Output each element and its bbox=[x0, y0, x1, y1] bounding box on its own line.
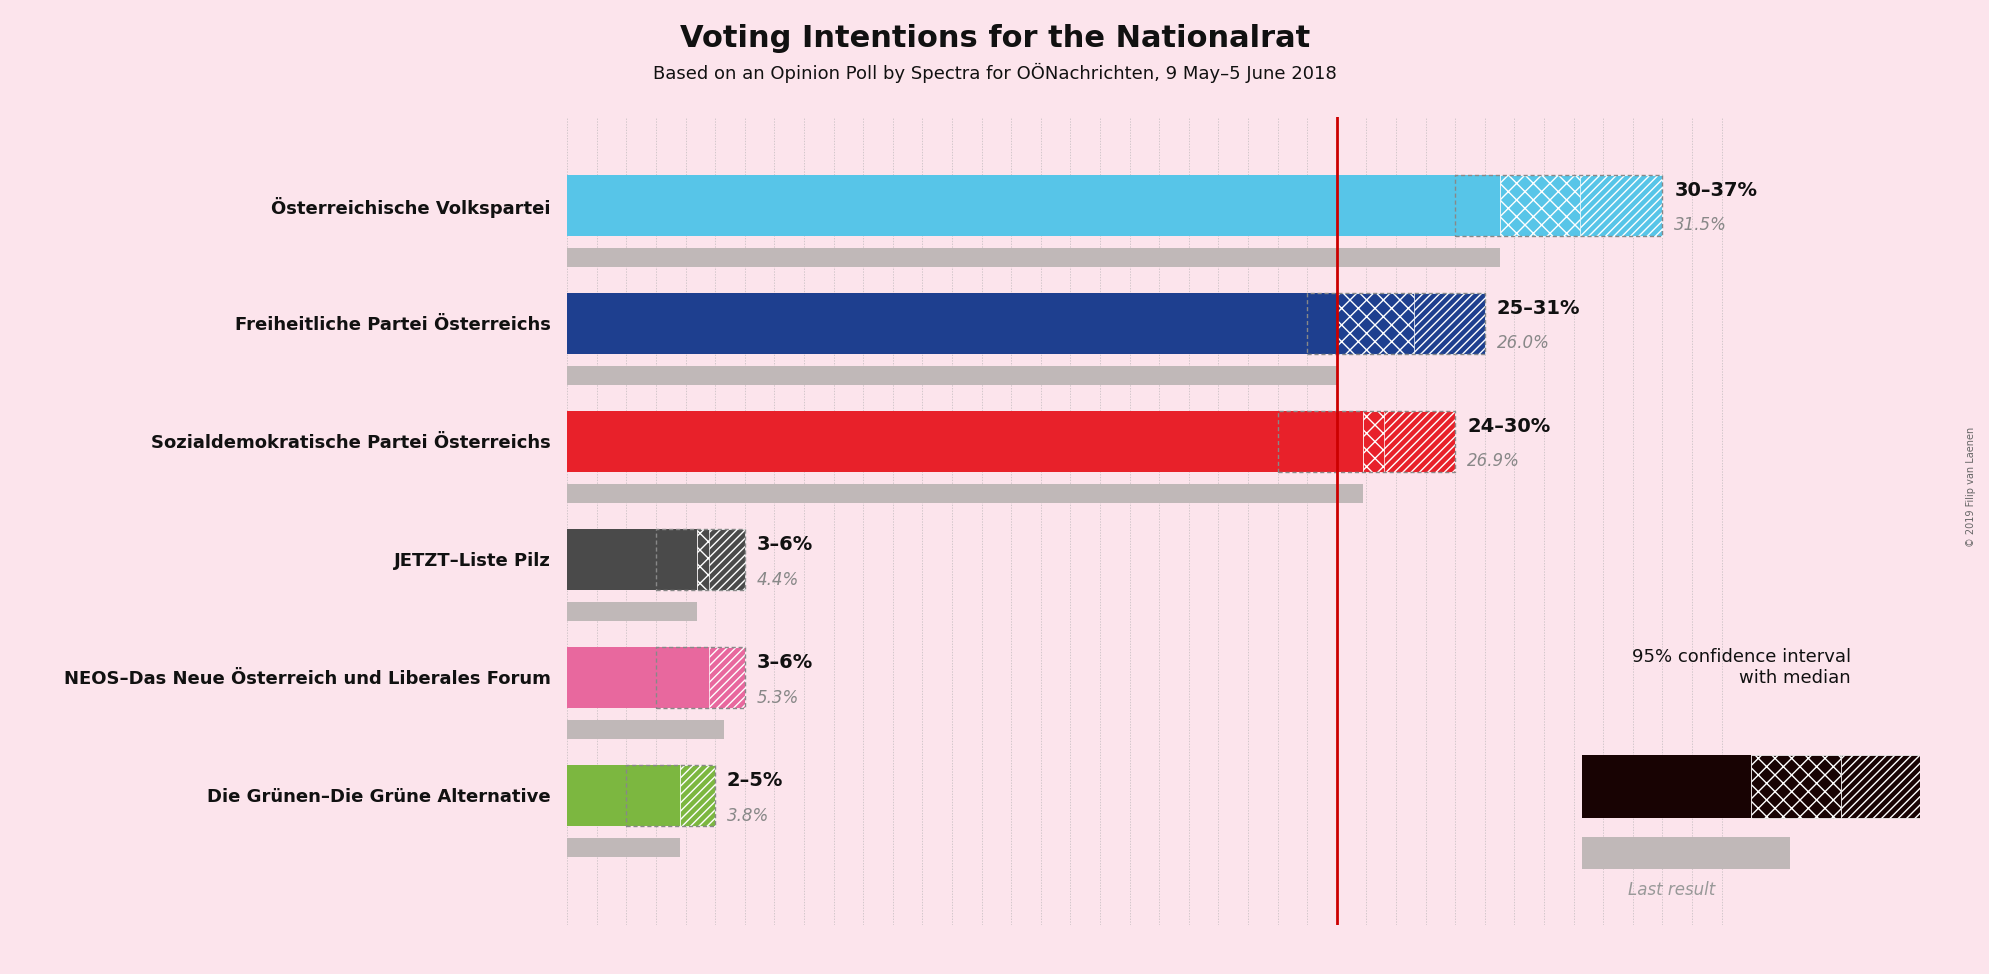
Bar bbox=[567, 247, 1500, 267]
Bar bbox=[656, 647, 724, 708]
Text: 3–6%: 3–6% bbox=[756, 535, 812, 553]
Bar bbox=[567, 293, 1307, 355]
Bar bbox=[1412, 293, 1484, 355]
Bar bbox=[567, 529, 656, 590]
Text: 25–31%: 25–31% bbox=[1496, 299, 1579, 318]
Text: 5.3%: 5.3% bbox=[756, 689, 798, 706]
Text: © 2019 Filip van Laenen: © 2019 Filip van Laenen bbox=[1965, 427, 1975, 547]
Bar bbox=[656, 529, 744, 590]
Bar bbox=[567, 602, 696, 620]
Bar bbox=[708, 647, 744, 708]
Text: 3–6%: 3–6% bbox=[756, 653, 812, 672]
Text: 95% confidence interval
with median: 95% confidence interval with median bbox=[1631, 648, 1850, 687]
Text: Voting Intentions for the Nationalrat: Voting Intentions for the Nationalrat bbox=[680, 24, 1309, 54]
Bar bbox=[708, 529, 744, 590]
Text: 26.0%: 26.0% bbox=[1496, 334, 1549, 353]
Text: Last result: Last result bbox=[1627, 881, 1715, 899]
Bar bbox=[1277, 411, 1362, 472]
Bar bbox=[1500, 174, 1661, 236]
Text: 2–5%: 2–5% bbox=[726, 770, 784, 790]
Bar bbox=[567, 765, 627, 826]
Bar bbox=[567, 838, 680, 857]
Text: 30–37%: 30–37% bbox=[1673, 180, 1756, 200]
Bar bbox=[1362, 411, 1454, 472]
Bar bbox=[567, 411, 1277, 472]
Bar bbox=[567, 366, 1337, 385]
Bar bbox=[1454, 174, 1500, 236]
Bar bbox=[656, 647, 744, 708]
Text: Based on an Opinion Poll by Spectra for OÖNachrichten, 9 May–5 June 2018: Based on an Opinion Poll by Spectra for … bbox=[652, 63, 1337, 84]
Bar bbox=[567, 484, 1362, 503]
Text: 3.8%: 3.8% bbox=[726, 806, 770, 825]
Text: 4.4%: 4.4% bbox=[756, 571, 798, 588]
Bar bbox=[656, 529, 696, 590]
Bar bbox=[1581, 756, 1750, 817]
Bar bbox=[1579, 174, 1661, 236]
Bar bbox=[567, 720, 724, 739]
Bar bbox=[1581, 838, 1790, 869]
Bar bbox=[1307, 293, 1337, 355]
Text: 31.5%: 31.5% bbox=[1673, 216, 1726, 235]
Bar bbox=[567, 174, 1454, 236]
Text: 26.9%: 26.9% bbox=[1466, 453, 1520, 470]
Bar bbox=[1454, 174, 1661, 236]
Text: 24–30%: 24–30% bbox=[1466, 417, 1549, 435]
Bar bbox=[724, 647, 744, 708]
Bar bbox=[1384, 411, 1454, 472]
Bar bbox=[567, 647, 656, 708]
Bar bbox=[1337, 293, 1484, 355]
Bar bbox=[680, 765, 714, 826]
Bar bbox=[1750, 756, 1840, 817]
Bar bbox=[1307, 293, 1484, 355]
Bar bbox=[1277, 411, 1454, 472]
Bar bbox=[627, 765, 714, 826]
Bar bbox=[627, 765, 680, 826]
Bar bbox=[1840, 756, 1919, 817]
Bar bbox=[696, 529, 744, 590]
Bar bbox=[680, 765, 714, 826]
